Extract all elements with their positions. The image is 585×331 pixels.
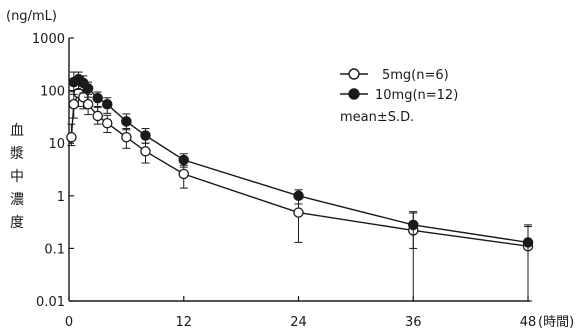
y-tick-label: 100 [40, 85, 65, 100]
data-point [178, 168, 189, 180]
y-tick-label: 1000 [32, 32, 65, 47]
x-ticks: 0 12 24 36 48 [65, 296, 536, 330]
y-label-char: 度 [10, 215, 24, 231]
series-line [70, 91, 529, 247]
y-tick-label: 10 [48, 137, 65, 152]
x-unit-label: (時間) [538, 315, 574, 330]
data-point [140, 146, 151, 157]
legend-label-10mg: 10mg(n=12) [375, 88, 458, 103]
y-label-char: 中 [10, 169, 24, 185]
data-point [68, 99, 80, 110]
legend: 5mg(n=6) 10mg(n=12) mean±S.D. [340, 68, 458, 125]
y-ticks: 0.01 0.1 1 10 100 1000 [32, 32, 74, 310]
y-tick-label: 1 [57, 190, 65, 205]
y-label-char: 血 [10, 123, 24, 139]
series-layer [66, 71, 534, 302]
x-tick-label: 48 [520, 315, 537, 330]
data-point [407, 219, 419, 231]
legend-label-5mg: 5mg(n=6) [382, 68, 449, 83]
data-point [102, 117, 113, 129]
series-10mg [68, 71, 534, 302]
data-point [82, 99, 94, 110]
y-tick-label: 0.01 [36, 295, 65, 310]
x-tick-label: 24 [290, 315, 307, 330]
x-tick-label: 36 [405, 315, 422, 330]
legend-note: mean±S.D. [340, 110, 414, 125]
legend-item-5mg: 5mg(n=6) [340, 68, 449, 83]
y-tick-label: 0.1 [44, 242, 65, 257]
y-label-char: 濃 [10, 192, 24, 208]
series-line [73, 78, 529, 244]
y-unit-label: (ng/mL) [6, 9, 57, 24]
legend-marker-open-circle [348, 68, 360, 80]
data-point [293, 207, 304, 218]
data-point [293, 190, 304, 202]
y-label-char: 漿 [10, 146, 24, 162]
x-tick-label: 0 [65, 315, 73, 330]
data-point [102, 99, 113, 110]
data-point [66, 131, 77, 143]
data-point [121, 116, 132, 127]
data-point [522, 237, 534, 248]
data-point [92, 92, 103, 104]
data-point [178, 154, 189, 166]
x-tick-label: 12 [175, 315, 192, 330]
legend-marker-filled-circle [348, 88, 360, 100]
data-point [140, 130, 151, 141]
data-point [82, 83, 94, 94]
data-point [92, 110, 103, 122]
data-point [121, 131, 132, 143]
legend-item-10mg: 10mg(n=12) [340, 88, 458, 103]
